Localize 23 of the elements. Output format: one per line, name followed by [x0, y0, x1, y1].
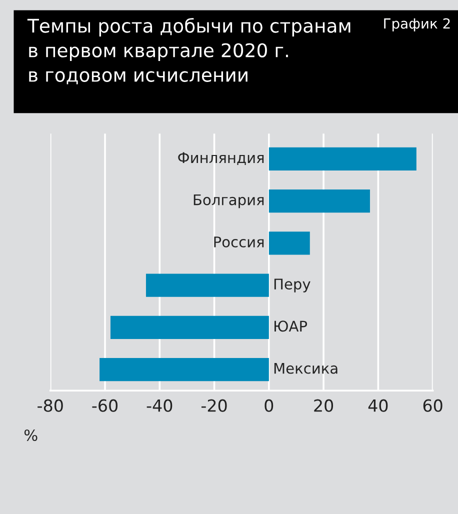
- y-tick-label: Перу: [274, 278, 310, 292]
- bar: [100, 358, 269, 382]
- x-tick-label: 20: [314, 399, 334, 412]
- bar: [268, 147, 416, 171]
- x-tick-label: -40: [146, 399, 172, 412]
- x-axis-title: %: [24, 429, 38, 442]
- bar: [268, 189, 370, 213]
- x-tick-label: -20: [201, 399, 227, 412]
- x-tick-label: -80: [38, 399, 63, 412]
- chart-subtitle: График 2: [384, 18, 450, 32]
- y-tick-label: Финляндия: [178, 152, 264, 165]
- x-tick-label: -60: [92, 399, 118, 412]
- x-tick-label: 60: [423, 399, 442, 412]
- y-tick-label: ЮАР: [274, 320, 308, 332]
- chart-title: Темпы роста добычи по странам в первом квартале 2020 г. в годовом исчислении: [27, 18, 350, 84]
- bar: [110, 316, 269, 340]
- bar: [146, 274, 269, 297]
- y-tick-label: Мексика: [274, 362, 338, 374]
- x-tick-label: 40: [368, 399, 388, 412]
- bar: [268, 232, 310, 255]
- y-tick-label: Болгария: [194, 194, 264, 208]
- y-tick-label: Россия: [214, 236, 264, 248]
- x-tick-label: 0: [264, 399, 274, 412]
